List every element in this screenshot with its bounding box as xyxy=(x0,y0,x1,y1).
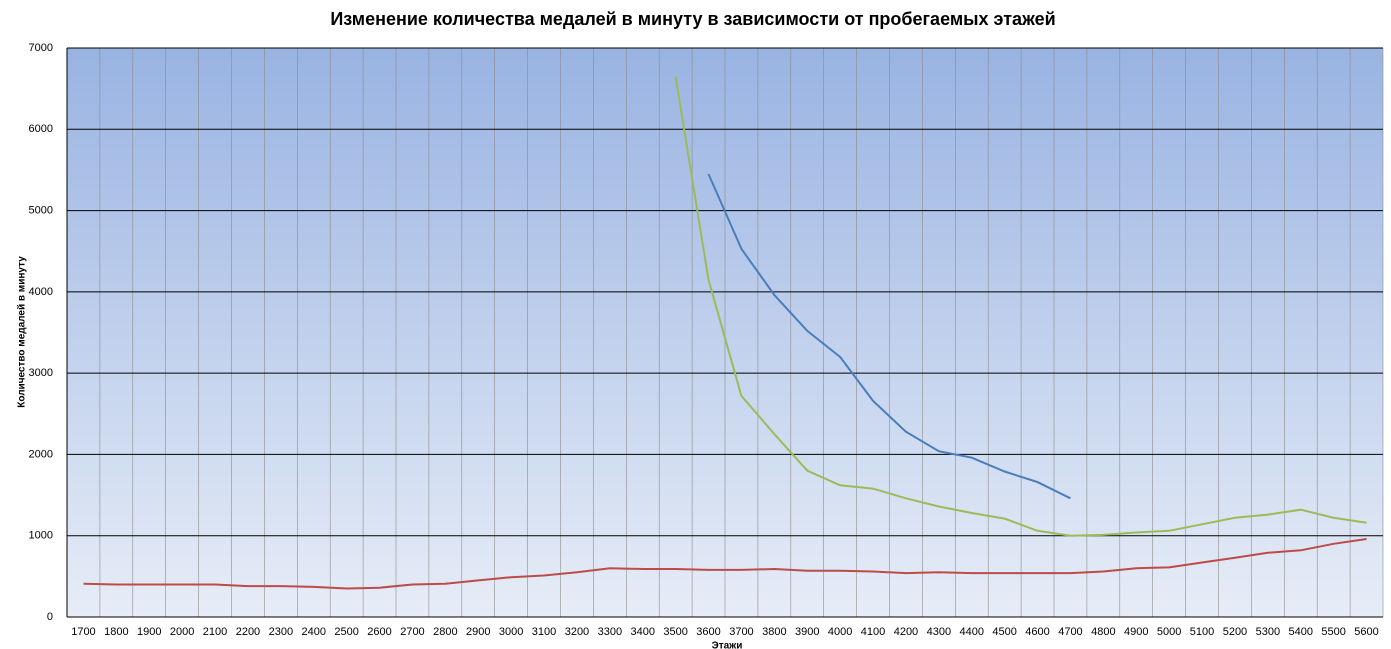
x-tick-label: 5300 xyxy=(1256,626,1280,638)
x-tick-label: 4400 xyxy=(960,626,984,638)
x-tick-label: 4700 xyxy=(1058,626,1082,638)
y-tick-label: 4000 xyxy=(29,286,53,298)
x-tick-label: 4000 xyxy=(828,626,852,638)
y-axis-title: Количество медалей в минуту xyxy=(17,256,28,408)
y-tick-label: 7000 xyxy=(29,42,53,54)
x-tick-label: 4800 xyxy=(1091,626,1115,638)
x-tick-label: 2400 xyxy=(302,626,326,638)
series-line xyxy=(707,173,1071,500)
x-tick-label: 3500 xyxy=(663,626,687,638)
x-tick-label: 5400 xyxy=(1289,626,1313,638)
x-tick-label: 2800 xyxy=(433,626,457,638)
x-tick-label: 2600 xyxy=(367,626,391,638)
x-tick-label: 2100 xyxy=(203,626,227,638)
x-tick-label: 5200 xyxy=(1223,626,1247,638)
x-tick-label: 2300 xyxy=(269,626,293,638)
x-tick-label: 5500 xyxy=(1321,626,1345,638)
x-tick-label: 3600 xyxy=(696,626,720,638)
x-tick-label: 4500 xyxy=(992,626,1016,638)
y-tick-label: 5000 xyxy=(29,204,53,216)
x-tick-label: 5000 xyxy=(1157,626,1181,638)
x-tick-label: 4200 xyxy=(894,626,918,638)
x-tick-label: 3700 xyxy=(729,626,753,638)
y-tick-label: 1000 xyxy=(29,530,53,542)
y-tick-label: 0 xyxy=(47,611,53,623)
x-tick-label: 5100 xyxy=(1190,626,1214,638)
x-tick-label: 1800 xyxy=(104,626,128,638)
x-tick-label: 4300 xyxy=(927,626,951,638)
x-tick-label: 3000 xyxy=(499,626,523,638)
x-tick-label: 3400 xyxy=(631,626,655,638)
y-tick-label: 3000 xyxy=(29,367,53,379)
x-tick-label: 2700 xyxy=(400,626,424,638)
x-tick-label: 4600 xyxy=(1025,626,1049,638)
series-line xyxy=(674,76,1367,537)
x-tick-label: 4900 xyxy=(1124,626,1148,638)
x-tick-label: 2900 xyxy=(466,626,490,638)
chart-title: Изменение количества медалей в минуту в … xyxy=(330,9,1055,29)
x-tick-label: 3100 xyxy=(532,626,556,638)
x-tick-label: 2000 xyxy=(170,626,194,638)
x-tick-label: 2200 xyxy=(236,626,260,638)
x-tick-label: 1700 xyxy=(71,626,95,638)
x-tick-label: 3800 xyxy=(762,626,786,638)
x-tick-label: 2500 xyxy=(334,626,358,638)
series-line xyxy=(83,538,1367,590)
x-tick-label: 5600 xyxy=(1354,626,1378,638)
x-tick-label: 4100 xyxy=(861,626,885,638)
x-tick-label: 1900 xyxy=(137,626,161,638)
x-tick-label: 3300 xyxy=(598,626,622,638)
x-tick-label: 3200 xyxy=(565,626,589,638)
y-tick-label: 6000 xyxy=(29,123,53,135)
x-axis-title: Этажи xyxy=(712,641,743,649)
y-tick-label: 2000 xyxy=(29,448,53,460)
x-tick-label: 3900 xyxy=(795,626,819,638)
